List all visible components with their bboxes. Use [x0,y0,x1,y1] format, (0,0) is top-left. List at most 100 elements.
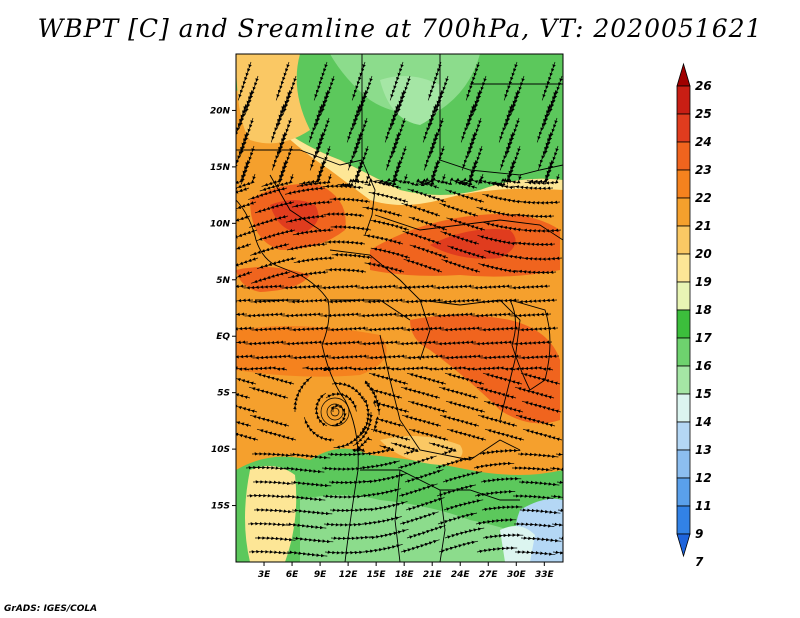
streamlines [236,61,563,558]
streamline [552,550,563,558]
lat-tick-label: EQ [216,332,230,342]
streamline [250,270,291,284]
streamline [320,312,362,318]
streamline [445,189,485,203]
streamline [515,550,556,556]
streamline [514,241,556,247]
streamline [405,497,445,511]
colorbar-label: 20 [695,247,712,261]
streamline [408,428,449,441]
streamline [550,494,563,502]
lon-tick-label: 33E [535,570,555,580]
colorbar-label: 14 [695,415,712,429]
wbpt-region-hot-east-2 [236,326,387,377]
streamline [236,401,258,413]
colorbar-segment [676,141,691,171]
streamline [292,228,334,236]
streamline [331,252,373,260]
streamline [472,312,514,318]
streamline [441,259,481,273]
streamline [401,202,441,217]
streamline [373,416,404,432]
lon-tick-label: 30E [507,570,527,580]
colorbar-label: 22 [695,191,712,205]
streamline [447,245,487,259]
streamline [402,230,442,245]
streamline [406,525,446,539]
colorbar-label: 15 [695,387,712,401]
streamline [445,400,486,413]
streamline [524,173,560,185]
colorbar-top-triangle [676,62,691,87]
colorbar-segment [676,477,691,507]
streamline [438,386,479,399]
streamline [471,284,513,290]
streamline [404,354,446,360]
colorbar-segment [676,505,691,535]
streamline [407,188,447,203]
streamline [404,469,444,483]
streamline [245,340,287,346]
streamline [244,312,286,318]
streamline [515,414,556,427]
streamline [282,312,324,318]
streamline [250,298,292,304]
lon-tick-label: 9E [314,570,327,580]
streamline [442,471,483,483]
streamline [254,372,295,385]
streamline [443,499,484,511]
streamline [403,326,445,332]
streamline [557,508,563,515]
streamline [290,480,332,488]
streamline [236,229,258,243]
streamline [285,522,327,530]
colorbar-label: 21 [695,219,712,233]
colorbar-segment [676,421,691,451]
streamline [236,103,247,140]
streamline [331,381,366,403]
streamline [245,465,287,471]
streamline [476,386,517,399]
streamline [480,354,522,360]
streamline [482,533,524,540]
streamline [483,400,524,413]
streamline [327,452,369,457]
streamline [370,428,411,441]
streamline [321,340,363,346]
streamline [248,186,288,200]
streamline [438,540,479,553]
wbpt-region-southeast-lightblue [500,526,535,562]
streamline [236,326,255,332]
streamline [478,298,520,304]
streamline [551,522,563,530]
streamline [512,185,554,191]
streamline [368,191,409,203]
colorbar-bottom-triangle [676,533,691,558]
streamline [291,200,333,208]
streamline [401,414,442,427]
map-area[interactable] [206,54,600,562]
colorbar-label: 7 [695,555,704,569]
streamline [473,461,515,470]
streamline [281,284,323,290]
streamline [475,518,517,526]
streamline [322,366,364,371]
streamline [481,505,523,512]
streamline [236,215,251,229]
streamline [323,212,365,218]
streamline [511,340,553,346]
streamline [482,372,523,385]
streamline [324,550,366,555]
streamline [248,386,289,399]
streamline [243,284,285,290]
streamline [397,455,437,469]
streamline [441,177,478,189]
lon-tick-label: 21E [423,570,443,580]
streamline [362,206,403,217]
colorbar-label: 26 [695,79,712,93]
streamline [446,428,487,441]
streamline [255,228,296,242]
colorbar-segment [676,113,691,143]
colorbar-segment [676,85,691,115]
